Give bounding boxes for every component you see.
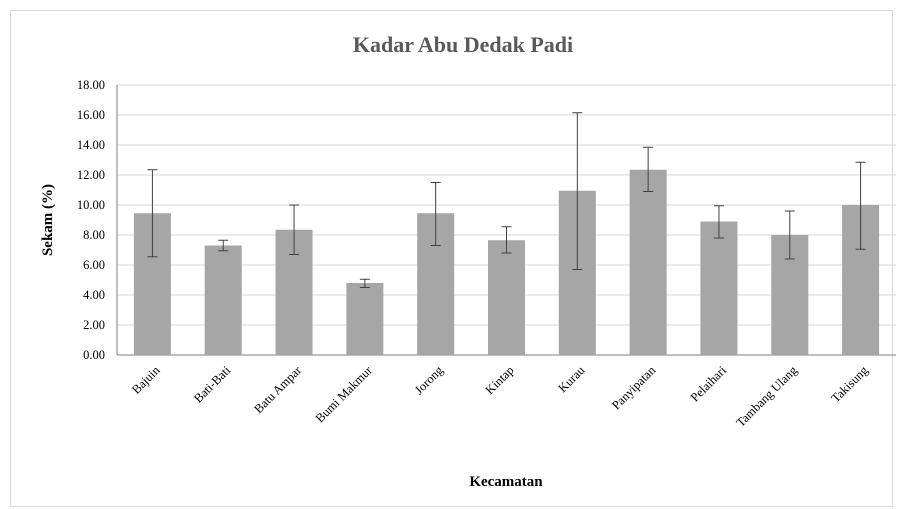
y-tick-label: 6.00 xyxy=(83,258,105,272)
y-axis-title: Sekam (%) xyxy=(40,184,56,256)
x-tick-label: Pelaihari xyxy=(688,363,730,405)
y-tick-label: 0.00 xyxy=(83,348,105,362)
x-tick-label: Takisung xyxy=(829,363,872,406)
x-tick-label: Jorong xyxy=(412,363,446,397)
x-tick-label: Tambang Ulang xyxy=(733,363,800,430)
bar xyxy=(204,245,242,355)
y-tick-label: 4.00 xyxy=(83,288,105,302)
y-tick-label: 16.00 xyxy=(77,108,105,122)
y-tick-labels: 0.00 2.00 4.00 6.00 8.00 10.00 12.00 14.00 16.00… xyxy=(77,78,105,362)
x-tick-label: Panyipatan xyxy=(609,363,659,413)
x-tick-label: Bati-Bati xyxy=(191,363,234,406)
x-axis-title: Kecamatan xyxy=(469,474,543,490)
y-tick-label: 10.00 xyxy=(77,198,105,212)
gridlines xyxy=(116,84,896,356)
x-tick-label: Bumi Makmur xyxy=(313,363,376,426)
bar xyxy=(629,169,667,355)
y-tick-label: 12.00 xyxy=(77,168,105,182)
y-tick-label: 8.00 xyxy=(83,228,105,242)
x-tick-label: Bajuin xyxy=(129,363,163,397)
bars xyxy=(133,169,880,355)
bar xyxy=(346,283,384,355)
y-tick-label: 18.00 xyxy=(77,78,105,92)
y-tick-label: 14.00 xyxy=(77,138,105,152)
x-tick-label: Kintap xyxy=(483,363,517,397)
y-tick-label: 2.00 xyxy=(83,318,105,332)
x-tick-label: Kurau xyxy=(555,363,588,396)
bar xyxy=(488,240,525,355)
x-tick-label: Batu Ampar xyxy=(251,363,304,416)
bar xyxy=(700,221,738,355)
chart-title: Kadar Abu Dedak Padi xyxy=(353,32,573,57)
error-bars xyxy=(147,112,866,288)
x-tick-labels: Bajuin Bati-Bati Batu Ampar Bumi Makmur Joro… xyxy=(129,363,871,430)
